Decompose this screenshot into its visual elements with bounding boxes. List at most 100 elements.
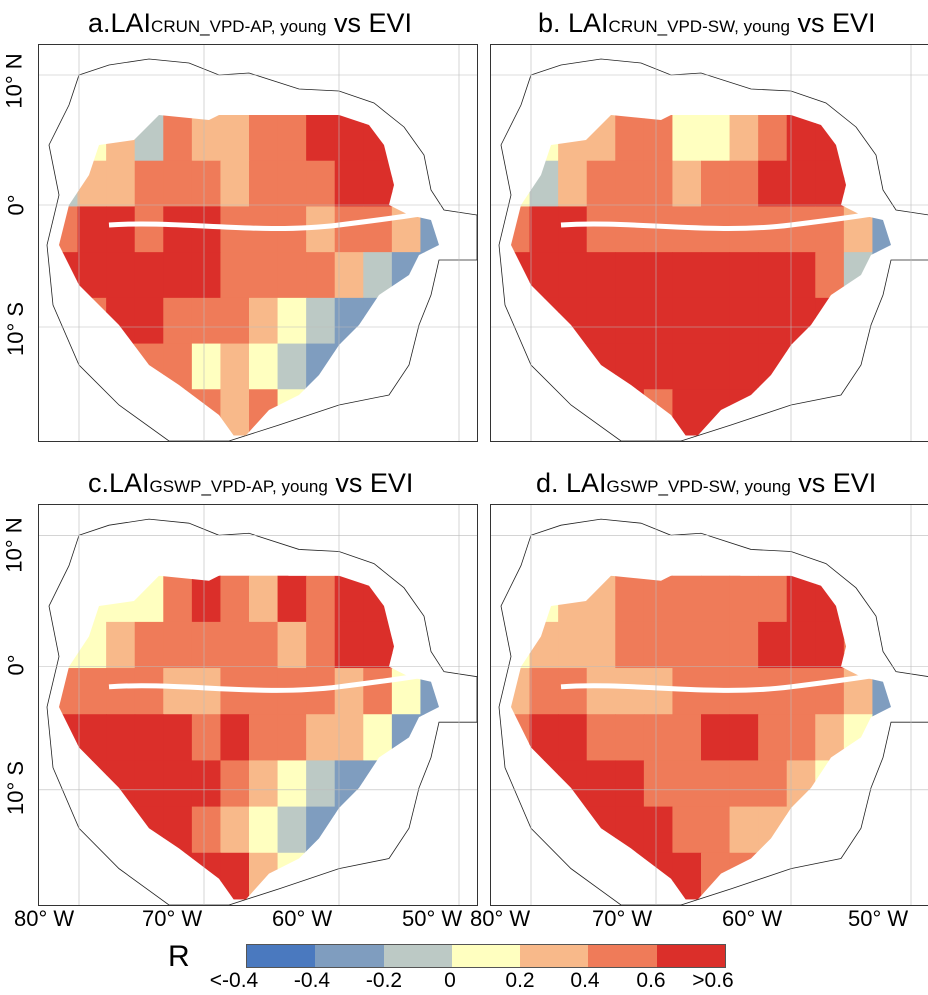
grid-cell [391,115,421,162]
grid-cell [59,389,79,436]
grid-cell [872,297,891,345]
grid-cell [586,297,616,345]
map-canvas [491,45,928,441]
grid-cell [615,760,645,808]
grid-cell [306,575,336,623]
grid-cell [729,714,759,761]
grid-cell [843,714,873,761]
grid-cell [106,343,136,390]
grid-cell [701,389,731,436]
grid-cell [363,760,393,808]
panel-title-c: c.LAIGSWP_VPD-AP, young vs EVI [88,470,413,497]
grid-cell [134,297,164,345]
grid-cell [672,343,702,390]
grid-cell [643,806,673,854]
graticule [491,505,928,905]
grid-cell [191,852,221,900]
grid-cell [77,852,107,900]
grid-cell [815,806,845,854]
grid-cell [586,714,616,761]
grid-cell [729,343,759,390]
grid-cell [134,160,164,207]
grid-cell [306,760,336,808]
grid-cell [134,806,164,854]
grid-cell [163,252,193,299]
grid-cell [615,160,645,207]
grid-cell [334,621,364,669]
grid-cell [191,806,221,854]
grid-cell [220,621,250,669]
panel-title-d: d. LAIGSWP_VPD-SW, young vs EVI [536,470,876,497]
panel-title-c-suffix: vs EVI [327,468,414,498]
grid-cell [643,668,673,715]
amazon-river [108,210,432,232]
legend-swatch [315,945,384,967]
lat-label-top-10n: 10° N [1,53,27,109]
lon-label-right-70w: 70° W [592,906,653,931]
grid-cell [77,714,107,761]
grid-cell [59,668,79,715]
grid-cell [511,806,531,854]
grid-cell [391,297,421,345]
lon-label-left-70w: 70° W [142,906,203,931]
grid-cell [220,389,250,436]
grid-cell [306,806,336,854]
lon-label-right-80w: 80° W [470,906,531,931]
grid-cell [615,252,645,299]
grid-cell [786,115,816,162]
grid-cell [77,206,107,253]
grid-cell [558,252,588,299]
grid-cell [843,252,873,299]
grid-cell [163,343,193,390]
grid-cell [529,252,559,299]
grid-cell [511,206,531,253]
grid-cell [363,621,393,669]
grid-cell [701,806,731,854]
coastline [46,58,477,441]
grid-cell [163,115,193,162]
amazon-river [560,210,884,232]
grid-cell [672,160,702,207]
legend-tick: >0.6 [692,969,734,992]
grid-cell [758,806,788,854]
legend-swatch [656,945,725,967]
grid-cell [529,115,559,162]
grid-cell [758,621,788,669]
grid-cell [586,668,616,715]
grid-cell [220,297,250,345]
grid-cell [277,575,307,623]
grid-cell [815,852,845,900]
grid-cell [391,714,421,761]
graticule [39,45,477,441]
grid-cell [59,806,79,854]
grid-cell [391,252,421,299]
grid-cell [843,575,873,623]
grid-cell [306,115,336,162]
panel-title-b-suffix: vs EVI [789,8,876,38]
grid-cell [249,252,279,299]
map-canvas [491,505,928,905]
coastline [498,518,928,905]
legend-tick: 0.6 [636,969,666,992]
grid-cell [77,668,107,715]
panel-title-a: a.LAICRUN_VPD-AP, young vs EVI [88,10,412,37]
grid-cell [843,343,873,390]
grid-cell [220,160,250,207]
grid-cell [758,343,788,390]
grid-cell [672,714,702,761]
grid-cell [529,206,559,253]
grid-cell [558,760,588,808]
panel-title-c-prefix: c.LAI [88,468,150,498]
grid-cell [643,115,673,162]
grid-cell [729,297,759,345]
grid-cell [306,297,336,345]
grid-cell [872,389,891,436]
grid-cell [729,806,759,854]
grid-cell [529,714,559,761]
grid-cell [815,575,845,623]
grid-cell [872,575,891,623]
grid-cell [558,806,588,854]
grid-cell [277,343,307,390]
grid-cell [220,343,250,390]
grid-cell [843,297,873,345]
